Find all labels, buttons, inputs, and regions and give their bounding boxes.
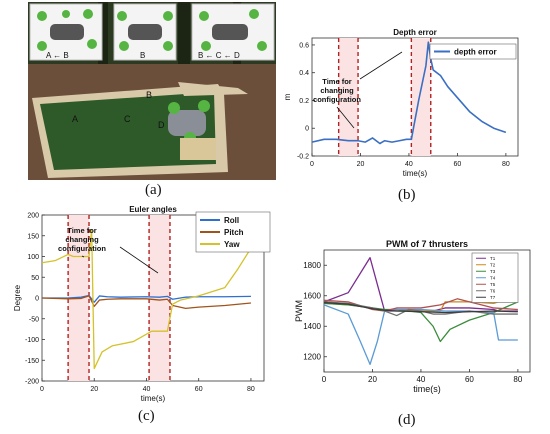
- pool-label-a: A: [72, 114, 78, 124]
- series-line-pitch: [41, 295, 252, 310]
- y-axis-label: PWM: [294, 300, 304, 322]
- y-tick-label: 0.4: [299, 70, 309, 77]
- y-tick-label: 1800: [303, 261, 321, 270]
- series-line-yaw: [41, 228, 252, 370]
- x-tick-label: 60: [195, 386, 203, 393]
- legend-label: Yaw: [224, 240, 240, 249]
- y-tick-label: 200: [27, 213, 39, 220]
- experiment-photo: A ← B B B ← C ← D B A C D: [28, 2, 276, 180]
- annotation-arrow: [359, 51, 403, 80]
- legend-label: T3: [490, 269, 496, 274]
- y-tick-label: -50: [29, 316, 39, 323]
- annotation-arrow: [81, 255, 85, 258]
- caption-a: (a): [145, 182, 162, 198]
- legend-label: T4: [490, 276, 496, 281]
- series-line-t7: [323, 301, 518, 314]
- y-tick-label: 1400: [303, 322, 321, 331]
- x-axis-label: time(s): [413, 384, 441, 394]
- inset-panel-1: A ← B: [29, 3, 103, 61]
- y-tick-label: 0: [35, 296, 39, 303]
- depth-error-chart: Depth error 0 20 40 60 80 -0.2 0 0.2 0.4 0.6 time(s…: [282, 26, 550, 191]
- y-tick-label: 1200: [303, 352, 321, 361]
- chart-title: Euler angles: [129, 205, 177, 214]
- x-tick-label: 0: [40, 386, 44, 393]
- x-tick-label: 80: [513, 375, 522, 384]
- pool-label-c: C: [124, 114, 131, 124]
- legend-label: Roll: [224, 216, 239, 225]
- x-tick-label: 0: [310, 161, 314, 168]
- annotation-text: configuration: [58, 244, 106, 253]
- y-tick-label: -200: [25, 379, 39, 386]
- x-tick-label: 60: [465, 375, 474, 384]
- x-tick-label: 60: [454, 161, 462, 168]
- x-tick-label: 0: [322, 375, 327, 384]
- annotation-text: Time for: [322, 77, 352, 86]
- legend-label: T2: [490, 263, 496, 268]
- y-tick-label: 0: [305, 126, 309, 133]
- pool-label-b: B: [146, 90, 152, 100]
- y-tick-label: 1600: [303, 291, 321, 300]
- x-axis-label: time(s): [141, 394, 166, 403]
- inset-1-label: A ← B: [46, 51, 69, 60]
- chart-title: Depth error: [393, 28, 437, 37]
- legend-label: T6: [490, 289, 496, 294]
- annotation-arrow: [119, 246, 159, 274]
- pool-label-d: D: [158, 120, 165, 130]
- legend-label: T5: [490, 282, 496, 287]
- x-tick-label: 40: [143, 386, 151, 393]
- annotation-text: configuration: [313, 95, 361, 104]
- x-tick-label: 20: [357, 161, 365, 168]
- x-tick-label: 40: [416, 375, 425, 384]
- pwm-chart: PWM of 7 thrusters 0 20 40 60 80 1200 1400 1600 1…: [286, 236, 546, 411]
- chart-title: PWM of 7 thrusters: [386, 239, 468, 249]
- highlight-band: [149, 215, 170, 381]
- x-tick-label: 40: [405, 161, 413, 168]
- x-tick-label: 20: [368, 375, 377, 384]
- legend-label: T7: [490, 295, 496, 300]
- x-tick-label: 20: [90, 386, 98, 393]
- caption-b: (b): [398, 187, 416, 203]
- y-tick-label: -100: [25, 337, 39, 344]
- highlight-band: [411, 38, 431, 156]
- y-tick-label: 100: [27, 254, 39, 261]
- y-tick-label: -0.2: [297, 154, 309, 161]
- series-line-depth-error: [311, 41, 507, 145]
- y-tick-label: 0.6: [299, 42, 309, 49]
- legend-label: Pitch: [224, 228, 244, 237]
- inset-2-label: B: [140, 51, 145, 60]
- y-tick-label: 0.2: [299, 98, 309, 105]
- legend-label: T1: [490, 256, 496, 261]
- y-axis-label: m: [283, 93, 292, 100]
- legend-label: depth error: [454, 47, 497, 56]
- annotation-text: changing: [320, 86, 354, 95]
- x-tick-label: 80: [502, 161, 510, 168]
- annotation-text: changing: [65, 235, 99, 244]
- x-tick-label: 80: [247, 386, 255, 393]
- x-axis-label: time(s): [403, 169, 428, 178]
- inset-panel-3: B ← C ← D: [191, 3, 275, 61]
- annotation-arrow: [336, 106, 355, 129]
- inset-panel-2: B: [113, 3, 177, 61]
- y-tick-label: 50: [31, 275, 39, 282]
- y-axis-label: Degree: [13, 284, 22, 311]
- caption-c: (c): [138, 408, 155, 424]
- series-line-t4: [323, 304, 518, 366]
- legend-box: [429, 43, 517, 60]
- annotation-text: Time for: [67, 226, 97, 235]
- photo-illustration: A ← B B B ← C ← D B A C D: [28, 2, 276, 180]
- euler-angles-chart: Euler angles 0 20 40 60 80 -200 -150 -100 -50 0 50 1…: [0, 203, 276, 412]
- caption-d: (d): [398, 412, 416, 428]
- y-tick-label: 150: [27, 233, 39, 240]
- y-tick-label: -150: [25, 358, 39, 365]
- inset-3-label: B ← C ← D: [198, 51, 240, 60]
- robot: [168, 100, 216, 160]
